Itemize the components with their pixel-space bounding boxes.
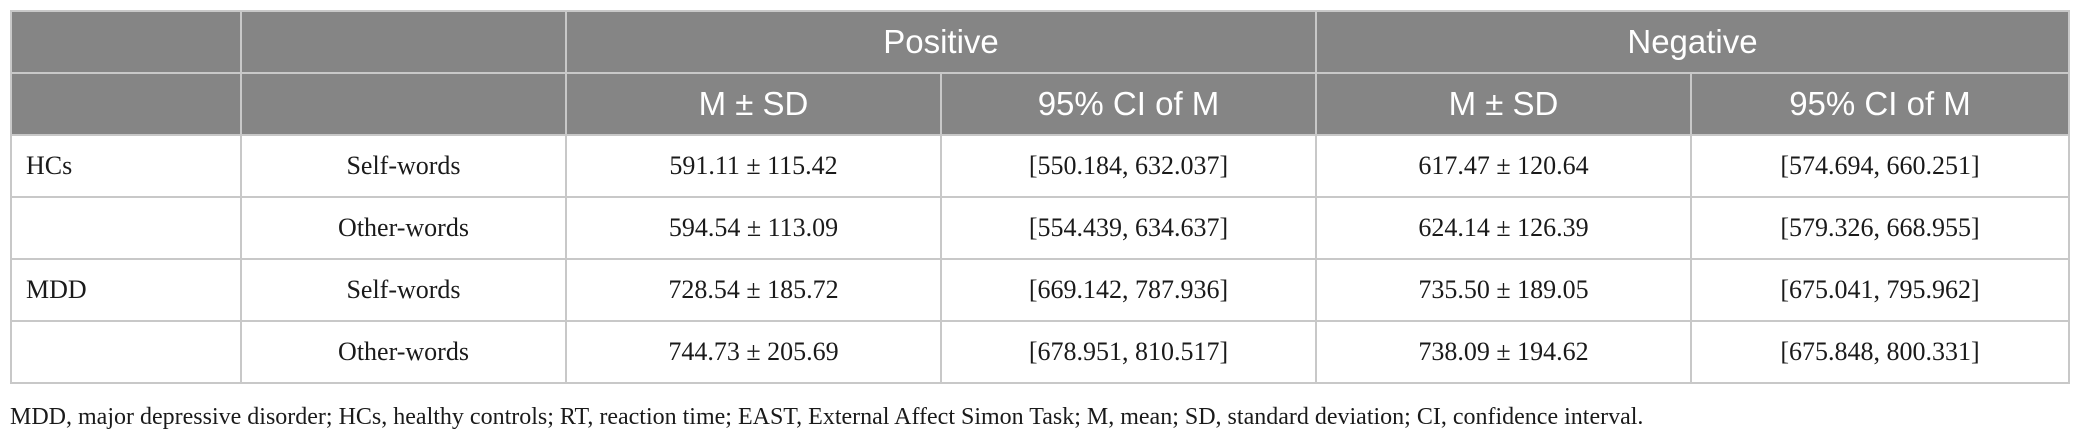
cell-negative-ci: [574.694, 660.251] — [1690, 134, 2070, 198]
header-blank-group — [10, 10, 242, 74]
header-blank-condition-2 — [240, 72, 567, 136]
cell-group — [10, 320, 242, 384]
cell-condition: Self-words — [240, 258, 567, 322]
table-row: Other-words 594.54 ± 113.09 [554.439, 63… — [10, 196, 2070, 260]
cell-group: MDD — [10, 258, 242, 322]
cell-positive-mean-sd: 594.54 ± 113.09 — [565, 196, 942, 260]
cell-negative-mean-sd: 735.50 ± 189.05 — [1315, 258, 1692, 322]
header-negative-mean-sd: M ± SD — [1315, 72, 1692, 136]
cell-negative-ci: [675.848, 800.331] — [1690, 320, 2070, 384]
header-blank-condition — [240, 10, 567, 74]
header-positive-ci: 95% CI of M — [940, 72, 1317, 136]
results-table: Positive Negative M ± SD 95% CI of M M ±… — [10, 10, 2070, 384]
cell-condition: Other-words — [240, 196, 567, 260]
header-row-groups: Positive Negative — [10, 10, 2070, 74]
cell-positive-ci: [550.184, 632.037] — [940, 134, 1317, 198]
cell-negative-ci: [579.326, 668.955] — [1690, 196, 2070, 260]
cell-positive-mean-sd: 744.73 ± 205.69 — [565, 320, 942, 384]
table-row: Other-words 744.73 ± 205.69 [678.951, 81… — [10, 320, 2070, 384]
cell-positive-ci: [669.142, 787.936] — [940, 258, 1317, 322]
cell-negative-mean-sd: 624.14 ± 126.39 — [1315, 196, 1692, 260]
cell-condition: Self-words — [240, 134, 567, 198]
results-table-container: Positive Negative M ± SD 95% CI of M M ±… — [10, 10, 2070, 384]
header-row-stats: M ± SD 95% CI of M M ± SD 95% CI of M — [10, 72, 2070, 136]
cell-positive-mean-sd: 728.54 ± 185.72 — [565, 258, 942, 322]
table-row: HCs Self-words 591.11 ± 115.42 [550.184,… — [10, 134, 2070, 198]
cell-positive-ci: [554.439, 634.637] — [940, 196, 1317, 260]
header-positive: Positive — [565, 10, 1317, 74]
header-negative-ci: 95% CI of M — [1690, 72, 2070, 136]
table-row: MDD Self-words 728.54 ± 185.72 [669.142,… — [10, 258, 2070, 322]
cell-condition: Other-words — [240, 320, 567, 384]
cell-negative-ci: [675.041, 795.962] — [1690, 258, 2070, 322]
cell-negative-mean-sd: 617.47 ± 120.64 — [1315, 134, 1692, 198]
header-negative: Negative — [1315, 10, 2070, 74]
table-header: Positive Negative M ± SD 95% CI of M M ±… — [10, 10, 2070, 136]
cell-group — [10, 196, 242, 260]
cell-positive-ci: [678.951, 810.517] — [940, 320, 1317, 384]
table-footnote: MDD, major depressive disorder; HCs, hea… — [10, 404, 1644, 430]
header-positive-mean-sd: M ± SD — [565, 72, 942, 136]
header-blank-group-2 — [10, 72, 242, 136]
table-body: HCs Self-words 591.11 ± 115.42 [550.184,… — [10, 134, 2070, 384]
cell-negative-mean-sd: 738.09 ± 194.62 — [1315, 320, 1692, 384]
cell-group: HCs — [10, 134, 242, 198]
cell-positive-mean-sd: 591.11 ± 115.42 — [565, 134, 942, 198]
